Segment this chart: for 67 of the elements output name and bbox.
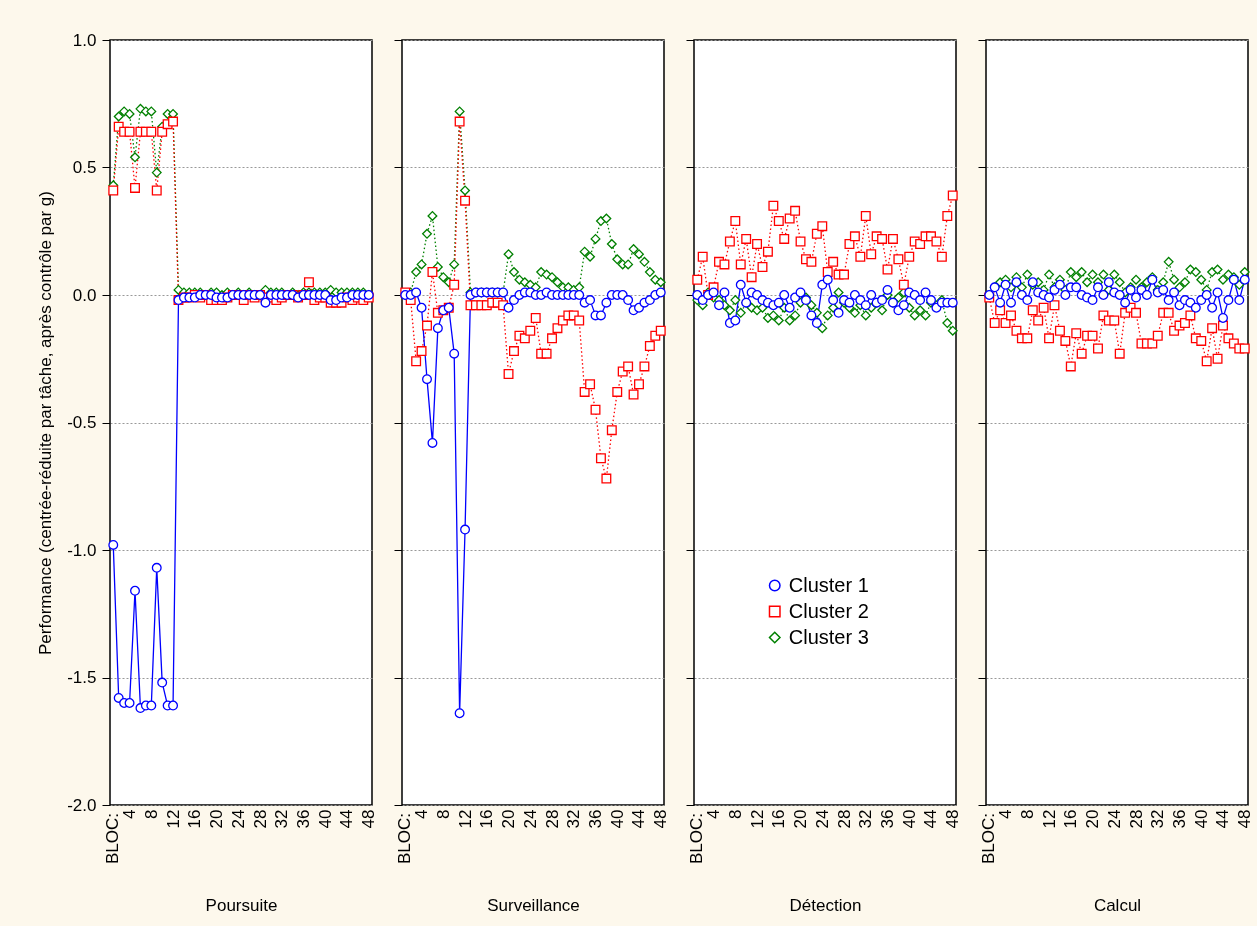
y-tick-label: -2.0: [67, 795, 97, 815]
x-tick-label: 44: [629, 809, 649, 829]
x-tick-label: 4: [996, 809, 1016, 819]
x-tick-label: 44: [1213, 809, 1233, 829]
x-tick-label: 28: [250, 809, 270, 829]
x-axis-title: Détection: [789, 896, 862, 916]
x-tick-label: 32: [1148, 809, 1168, 829]
x-axis-title: Calcul: [1093, 896, 1142, 916]
x-tick-label: 8: [725, 809, 745, 819]
x-tick-label: 32: [856, 809, 876, 829]
x-tick-label: 28: [834, 809, 854, 829]
x-tick-label: 8: [1017, 809, 1037, 819]
legend-label: Cluster 1: [788, 573, 869, 596]
x-tick-label: 40: [1191, 809, 1211, 829]
legend-label: Cluster 2: [788, 599, 869, 622]
x-tick-label: 44: [337, 809, 357, 829]
x-tick-label: 48: [1235, 809, 1255, 829]
x-tick-label: 48: [943, 809, 963, 829]
x-tick-label: 16: [769, 809, 789, 829]
x-tick-label: 16: [477, 809, 497, 829]
y-tick-label: 0.0: [72, 285, 97, 305]
y-tick-label: -1.5: [67, 668, 97, 687]
x-tick-label: 24: [228, 809, 248, 829]
x-tick-label: 16: [1061, 809, 1081, 829]
x-tick-label: 8: [433, 809, 453, 819]
x-tick-label: 36: [1170, 809, 1190, 829]
x-tick-label: 16: [185, 809, 205, 829]
x-tick-label: 12: [1039, 809, 1059, 829]
x-tick-label: 28: [1126, 809, 1146, 829]
y-tick-label: -1.0: [67, 540, 97, 560]
x-tick-label: 40: [607, 809, 627, 829]
x-tick-label: 12: [163, 809, 183, 829]
x-tick-label: 4: [412, 809, 432, 819]
x-tick-label: 32: [272, 809, 292, 829]
x-tick-label: 40: [899, 809, 919, 829]
y-tick-label: 0.5: [72, 158, 97, 177]
x-tick-label: 20: [207, 809, 227, 829]
y-tick-label: 1.0: [72, 30, 97, 50]
text: BLOC:: [103, 813, 123, 865]
y-axis-title: Performance (centrée-réduite par tâche, après contrôle par g): [36, 191, 56, 655]
x-tick-label: 12: [455, 809, 475, 829]
x-tick-label: 32: [564, 809, 584, 829]
x-axis-title: Surveillance: [487, 896, 580, 916]
x-tick-label: 24: [1104, 809, 1124, 829]
x-tick-label: 48: [651, 809, 671, 829]
text: BLOC:: [687, 813, 707, 865]
x-tick-label: 12: [747, 809, 767, 829]
x-tick-label: 48: [359, 809, 379, 829]
x-tick-label: 24: [812, 809, 832, 829]
x-tick-label: 28: [542, 809, 562, 829]
x-tick-label: 20: [791, 809, 811, 829]
x-tick-label: 24: [520, 809, 540, 829]
x-tick-label: 4: [120, 809, 140, 819]
x-tick-label: 20: [499, 809, 519, 829]
legend-label: Cluster 3: [788, 625, 869, 648]
x-tick-label: 36: [294, 809, 314, 829]
x-tick-label: 40: [315, 809, 335, 829]
x-tick-label: 20: [1083, 809, 1103, 829]
x-tick-label: 4: [704, 809, 724, 819]
x-tick-label: 8: [141, 809, 161, 819]
text: BLOC:: [395, 813, 415, 865]
x-axis-title: Poursuite: [205, 896, 278, 916]
y-tick-label: -0.5: [67, 413, 97, 432]
x-tick-label: 36: [878, 809, 898, 829]
text: BLOC:: [979, 813, 999, 865]
x-tick-label: 36: [586, 809, 606, 829]
x-tick-label: 44: [921, 809, 941, 829]
